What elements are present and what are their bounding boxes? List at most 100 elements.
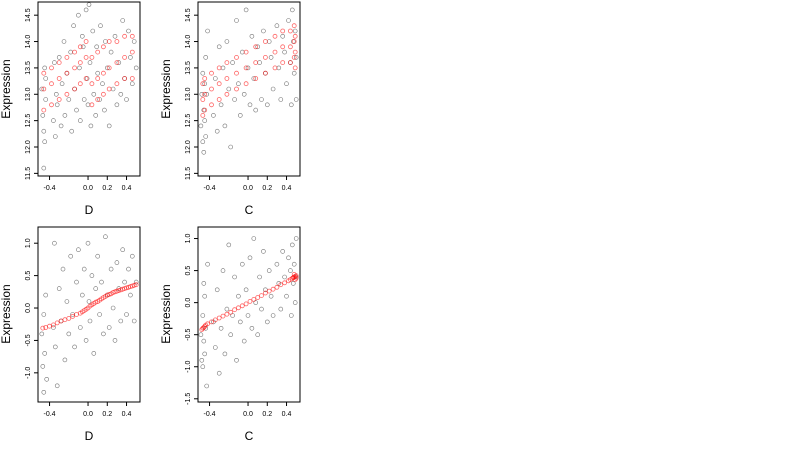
marks-layer [198,7,299,155]
observed-point [43,76,49,81]
observed-point [211,113,216,118]
fitted-point [235,305,241,311]
observed-point [114,260,120,265]
marks-layer [39,234,139,395]
fitted-point [293,275,299,281]
observed-point [112,338,118,343]
observed-point [100,81,105,86]
x-axis-title: D [85,203,94,217]
observed-point [76,247,81,252]
observed-point [241,92,247,97]
observed-point [124,312,129,317]
observed-point [204,92,209,97]
observed-point [232,97,237,102]
y-axis: 11.5 12.0 12.5 13.0 13.5 14.0 14.5 [25,8,38,180]
observed-point [291,70,297,76]
y-tick-label: 0.0 [25,303,32,313]
x-axis: -0.4 0.0 0.2 0.4 [204,402,292,418]
observed-point [40,364,46,369]
observed-point [201,150,207,155]
observed-point [120,247,125,252]
fitted-point [202,76,208,81]
observed-point [199,92,205,97]
observed-point [95,253,100,259]
observed-point [218,102,224,108]
fitted-point [292,49,298,55]
fitted-point [224,60,230,65]
observed-point [110,305,116,311]
fitted-point [287,28,293,34]
fitted-point [292,33,298,39]
fitted-point [287,60,293,65]
fitted-point [56,97,62,102]
observed-point [102,107,107,113]
y-tick-label: 1.0 [185,234,192,244]
observed-point [133,65,139,71]
fitted-point [64,91,70,97]
observed-point [89,273,95,278]
x-axis-title: C [245,429,254,443]
fitted-point [122,55,127,60]
observed-point [286,18,291,23]
observed-point [118,318,124,324]
observed-point [240,49,245,55]
observed-point [103,234,108,239]
fitted-point [202,91,208,97]
observed-point [101,331,106,337]
observed-point [232,274,237,280]
observed-point [62,357,68,363]
observed-point [198,123,204,129]
observed-point [226,242,232,248]
x-tick-label: 0.4 [282,411,292,418]
fitted-point [212,317,218,323]
fitted-point [200,113,206,118]
observed-point [59,81,65,86]
fitted-point [51,322,56,328]
observed-point [114,102,120,108]
observed-point [280,33,286,39]
x-tick-label: 0.4 [122,185,132,192]
observed-point [214,128,220,134]
observed-point [257,274,262,280]
x-tick-label: -0.4 [204,411,216,418]
observed-point [120,18,125,23]
y-tick-label: 12.0 [25,140,32,154]
observed-point [54,383,60,389]
fitted-point [64,55,70,60]
fitted-point [49,102,54,108]
fitted-point [106,65,112,71]
fitted-point [72,65,77,71]
fitted-point [209,319,214,325]
observed-point [200,139,206,144]
y-tick-label: 0.5 [185,266,192,276]
observed-point [288,313,294,318]
observed-point [52,240,57,246]
observed-point [222,351,228,357]
x-tick-label: 0.0 [243,185,253,192]
fitted-point [280,28,286,34]
x-tick-label: -0.4 [44,185,56,192]
fitted-point [270,286,276,292]
y-tick-label: 12.0 [185,140,192,154]
observed-point [97,312,102,317]
observed-point [228,144,233,150]
observed-point [243,7,249,13]
observed-point [51,118,56,123]
fitted-point [122,76,127,81]
observed-point [243,287,249,293]
observed-point [77,65,82,71]
observed-point [85,240,91,246]
y-tick-label: 14.5 [185,8,192,22]
observed-point [213,76,218,81]
observed-point [238,319,243,325]
observed-point [282,274,287,280]
observed-point [224,306,230,312]
plot-frame [197,1,301,177]
y-tick-label: 0.5 [25,271,32,281]
panel-2: -0.4 0.0 0.2 0.4 11.5 12.0 12.5 13.0 13.5 14.0 14… [159,1,301,217]
fitted-point [129,76,135,81]
observed-point [95,70,100,76]
fitted-point [89,102,95,108]
observed-point [64,299,70,304]
observed-point [131,318,137,324]
